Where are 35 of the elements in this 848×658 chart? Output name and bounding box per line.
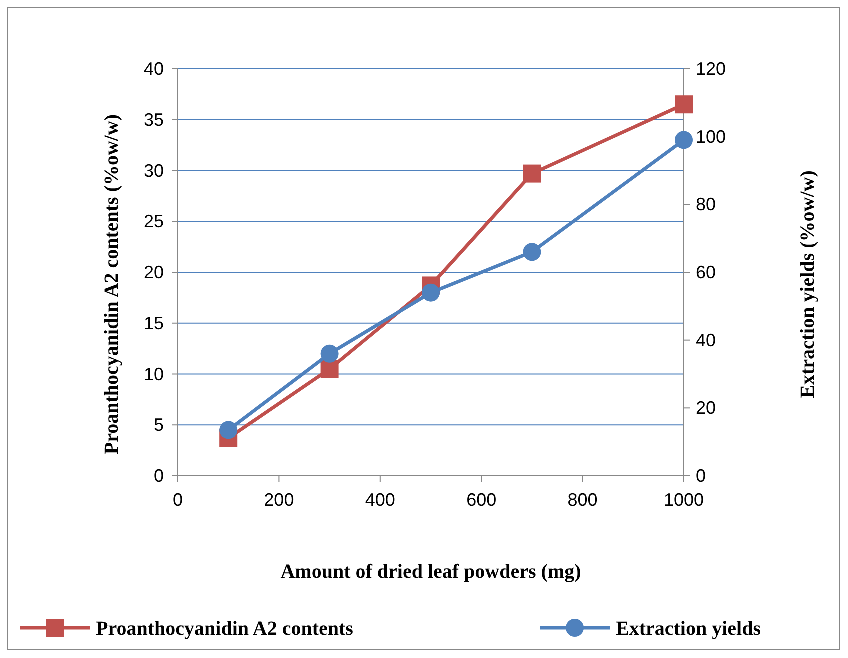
point: [523, 243, 542, 262]
y2-tick-label: 0: [696, 466, 706, 486]
x-tick-label: 200: [264, 490, 294, 510]
y-tick-label: 0: [154, 466, 164, 486]
x-tick-label: 400: [365, 490, 396, 510]
point: [422, 284, 440, 302]
legend-label: Extraction yields: [616, 618, 762, 640]
y2-tick-label: 100: [696, 126, 726, 147]
y-tick-label: 15: [144, 313, 164, 334]
x-tick-label: 1000: [664, 490, 704, 510]
legend-label: Proanthocyanidin A2 contents: [96, 618, 354, 640]
y2-tick-label: 20: [696, 398, 716, 418]
point: [220, 421, 238, 440]
y-axis-title: Proanthocyanidin A2 contents (%ow/w): [101, 114, 123, 455]
y2-tick-label: 40: [696, 330, 716, 350]
x-tick-label: 0: [172, 490, 184, 510]
y-tick-label: 20: [144, 262, 164, 282]
y2-tick-label: 80: [696, 194, 716, 215]
x-tick-label: 800: [568, 490, 598, 510]
y2-axis-title: Extraction yields (%ow/w): [797, 170, 819, 398]
x-axis-title: Amount of dried leaf powders (mg): [280, 561, 582, 583]
y2-tick-label: 60: [696, 262, 716, 282]
x-tick-label: 600: [466, 490, 497, 510]
y-tick-label: 25: [144, 212, 164, 232]
point: [675, 131, 693, 150]
y-tick-label: 10: [144, 364, 164, 384]
point: [675, 96, 693, 114]
y2-tick-label: 120: [696, 59, 726, 79]
y-tick-label: 35: [144, 110, 164, 130]
point: [320, 360, 339, 378]
point: [320, 344, 339, 363]
y-tick-label: 30: [144, 160, 164, 181]
y-tick-label: 5: [154, 415, 164, 436]
y-tick-label: 40: [144, 59, 164, 79]
point: [523, 164, 542, 183]
